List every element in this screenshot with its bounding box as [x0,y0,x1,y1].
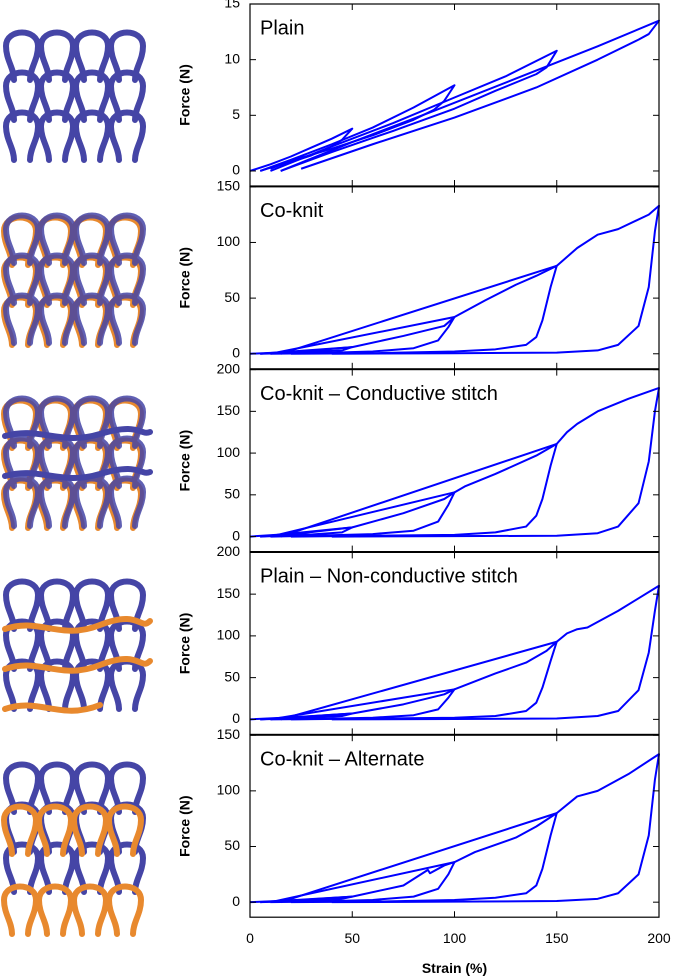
panel-title: Co-knit – Conductive stitch [260,383,498,405]
x-tick-label: 200 [647,930,671,946]
y-tick-label: 0 [232,710,240,726]
panel-title: Co-knit – Alternate [260,748,425,770]
x-tick-label: 0 [246,930,254,946]
y-tick-label: 0 [232,162,240,178]
data-line [270,49,558,172]
y-tick-label: 0 [232,893,240,909]
panel-title: Co-knit [260,200,324,222]
y-axis-label: Force (N) [177,64,193,125]
knit-illustration [4,216,143,346]
y-tick-label: 0 [232,527,240,543]
y-axis-label: Force (N) [177,613,193,674]
y-axis-label: Force (N) [177,247,193,308]
y-tick-label: 150 [217,178,241,194]
y-tick-label: 100 [217,627,241,643]
x-tick-label: 50 [344,930,360,946]
y-tick-label: 10 [224,50,240,66]
y-tick-label: 50 [224,486,240,502]
data-line [280,584,660,721]
x-tick-label: 100 [443,930,467,946]
data-line [270,264,558,355]
y-tick-label: 150 [217,402,241,418]
y-tick-label: 0 [232,344,240,360]
data-line [280,19,660,172]
y-tick-label: 50 [224,668,240,684]
y-axis-label: Force (N) [177,795,193,856]
data-line [260,491,456,538]
y-tick-label: 100 [217,444,241,460]
y-tick-label: 15 [224,0,240,11]
panel-title: Plain – Non-conductive stitch [260,566,518,588]
data-line [270,442,558,538]
y-tick-label: 100 [217,233,241,249]
y-tick-label: 50 [224,289,240,305]
y-tick-label: 200 [217,543,241,559]
knit-illustration [4,765,143,935]
y-tick-label: 200 [217,360,241,376]
data-line [270,640,558,721]
panel-title: Plain [260,17,304,39]
data-line [260,316,456,355]
y-tick-label: 150 [217,726,241,742]
data-line [270,812,558,904]
data-line [280,386,660,538]
y-tick-label: 50 [224,837,240,853]
y-tick-label: 150 [217,585,241,601]
y-tick-label: 5 [232,106,240,122]
x-tick-label: 150 [545,930,569,946]
x-axis-label: Strain (%) [422,960,487,976]
data-line [280,753,660,904]
y-axis-label: Force (N) [177,430,193,491]
y-tick-label: 100 [217,782,241,798]
knit-illustration [2,582,153,714]
knit-illustration [6,33,143,161]
knit-illustration [4,399,153,529]
data-line [280,204,660,355]
